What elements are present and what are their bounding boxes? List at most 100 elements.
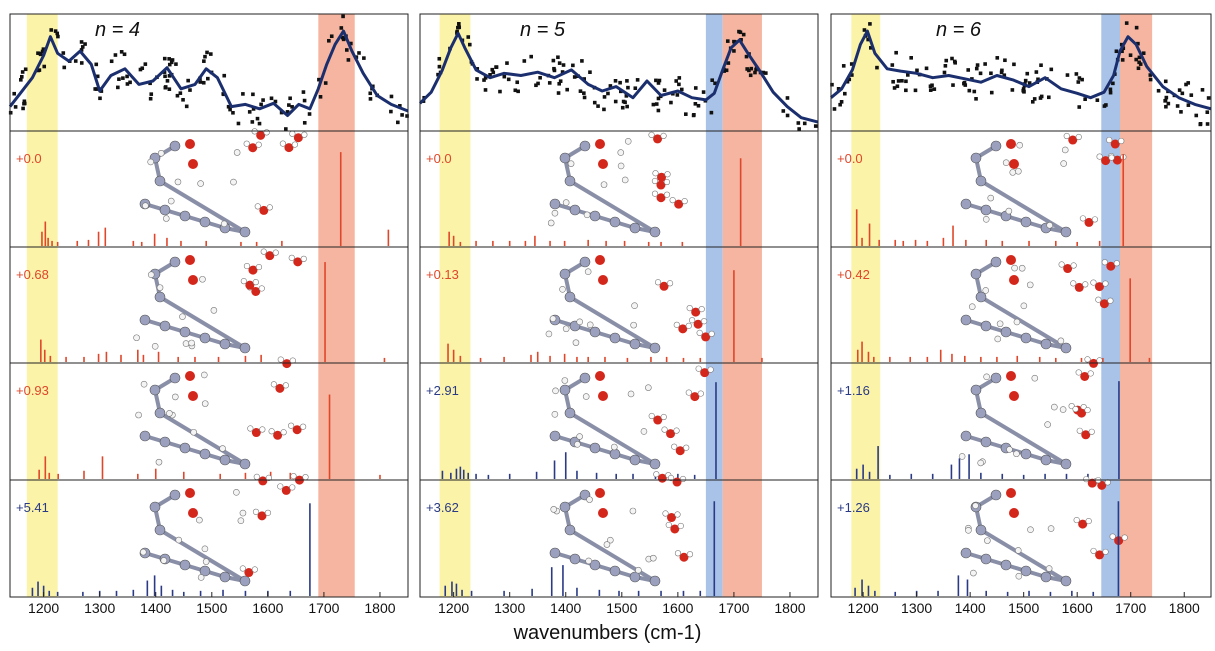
data-point (983, 62, 987, 66)
data-point (1066, 73, 1070, 77)
data-point (475, 77, 479, 81)
x-tick-label: 1600 (252, 600, 283, 616)
data-point (181, 98, 185, 102)
hydrogen-atom (1058, 338, 1064, 344)
data-point (490, 68, 494, 72)
hydrogen-atom (1012, 265, 1018, 271)
data-point (654, 79, 658, 83)
carbon-atom (981, 437, 991, 447)
carbon-atom (580, 257, 590, 267)
data-point (565, 88, 569, 92)
data-point (556, 55, 560, 59)
hydrogen-atom (1010, 169, 1016, 175)
data-point (925, 67, 929, 71)
data-point (42, 65, 46, 69)
water-hydrogen (1092, 217, 1098, 223)
data-point (944, 64, 948, 68)
data-point (284, 127, 288, 131)
carbon-atom (1061, 227, 1071, 237)
data-point (557, 91, 561, 95)
hydrogen-atom (201, 372, 207, 378)
hydrogen-atom (1032, 375, 1038, 381)
water-hydrogen (649, 132, 655, 138)
water-hydrogen (682, 198, 688, 204)
data-point (9, 111, 13, 115)
carbon-atom (991, 373, 1001, 383)
carbon-atom (1021, 217, 1031, 227)
data-point (726, 39, 730, 43)
water-hydrogen (674, 322, 680, 328)
data-point (534, 83, 538, 87)
data-point (330, 34, 334, 38)
hydrogen-atom (983, 287, 989, 293)
data-point (1049, 68, 1053, 72)
energy-label: +0.68 (16, 267, 49, 282)
water-hydrogen (267, 205, 273, 211)
carbon-atom (180, 443, 190, 453)
data-point (894, 51, 898, 55)
water-hydrogen (1080, 216, 1086, 222)
data-point (557, 82, 561, 86)
data-point (989, 71, 993, 75)
data-point (580, 59, 584, 63)
data-point (61, 51, 65, 55)
x-tick-label: 1300 (494, 600, 525, 616)
data-point (121, 76, 125, 80)
data-point (1083, 97, 1087, 101)
water-hydrogen (701, 318, 707, 324)
carbon-atom (630, 572, 640, 582)
data-point (168, 87, 172, 91)
data-point (1157, 89, 1161, 93)
hydrogen-atom (550, 316, 556, 322)
data-point (54, 29, 58, 33)
oxygen-atom (185, 371, 195, 381)
carbon-atom (565, 176, 575, 186)
carbon-atom (570, 554, 580, 564)
carbon-atom (1061, 576, 1071, 586)
red-band (318, 14, 354, 597)
water-hydrogen (248, 426, 254, 432)
data-point (231, 111, 235, 115)
water-hydrogen (264, 130, 270, 136)
water-hydrogen (652, 191, 658, 197)
data-point (618, 81, 622, 85)
carbon-atom (160, 437, 170, 447)
data-point (1080, 78, 1084, 82)
water-hydrogen (244, 141, 250, 147)
data-point (261, 98, 265, 102)
water-hydrogen (1102, 259, 1108, 265)
data-point (1111, 82, 1115, 86)
oxygen-atom (595, 488, 605, 498)
water-hydrogen (283, 383, 289, 389)
hydrogen-atom (584, 212, 590, 218)
carbon-atom (961, 548, 971, 558)
data-point (1163, 99, 1167, 103)
water-hydrogen (662, 427, 668, 433)
data-point (1022, 89, 1026, 93)
hydrogen-atom (233, 489, 239, 495)
hydrogen-atom (601, 182, 607, 188)
oxygen-atom (185, 255, 195, 265)
carbon-atom (961, 315, 971, 325)
data-point (1125, 21, 1129, 25)
data-point (593, 101, 597, 105)
data-point (515, 80, 519, 84)
water-hydrogen (289, 255, 295, 261)
x-tick-label: 1300 (901, 600, 932, 616)
hydrogen-atom (1006, 446, 1012, 452)
water-hydrogen (273, 250, 279, 256)
water-hydrogen (1077, 428, 1083, 434)
data-point (14, 105, 18, 109)
data-point (167, 57, 171, 61)
water-hydrogen (259, 286, 265, 292)
data-point (202, 81, 206, 85)
carbon-atom (630, 339, 640, 349)
hydrogen-atom (202, 546, 208, 552)
data-point (558, 61, 562, 65)
hydrogen-atom (587, 322, 593, 328)
data-point (171, 58, 175, 62)
carbon-atom (976, 292, 986, 302)
data-point (270, 96, 274, 100)
hydrogen-atom (585, 269, 591, 275)
data-point (614, 100, 618, 104)
